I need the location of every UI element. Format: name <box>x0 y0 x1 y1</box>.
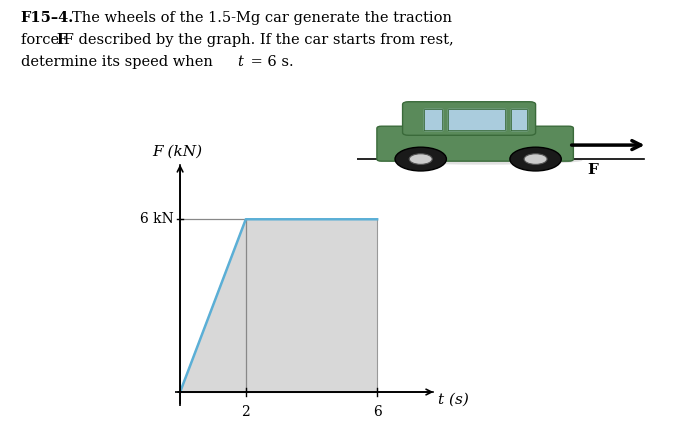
Circle shape <box>395 147 447 171</box>
Text: t (s): t (s) <box>438 392 469 406</box>
Circle shape <box>510 147 561 171</box>
Text: 6: 6 <box>373 405 381 419</box>
Polygon shape <box>448 109 506 130</box>
Polygon shape <box>511 109 526 130</box>
Text: 2: 2 <box>241 405 250 419</box>
Text: F: F <box>56 33 67 47</box>
Circle shape <box>524 154 547 164</box>
Text: F15–4.: F15–4. <box>21 11 74 25</box>
Ellipse shape <box>386 156 583 165</box>
Text: The wheels of the 1.5-Mg car generate the traction: The wheels of the 1.5-Mg car generate th… <box>72 11 452 25</box>
Polygon shape <box>180 219 377 392</box>
Text: = 6 s.: = 6 s. <box>246 55 293 69</box>
FancyBboxPatch shape <box>403 102 536 135</box>
Text: determine its speed when: determine its speed when <box>21 55 217 69</box>
Text: F: F <box>587 163 598 177</box>
Polygon shape <box>424 109 442 130</box>
Circle shape <box>409 154 432 164</box>
Text: 6 kN: 6 kN <box>139 212 174 226</box>
FancyBboxPatch shape <box>377 126 574 161</box>
Text: F (kN): F (kN) <box>152 145 202 159</box>
Text: force F described by the graph. If the car starts from rest,: force F described by the graph. If the c… <box>21 33 453 47</box>
Text: t: t <box>237 55 243 69</box>
